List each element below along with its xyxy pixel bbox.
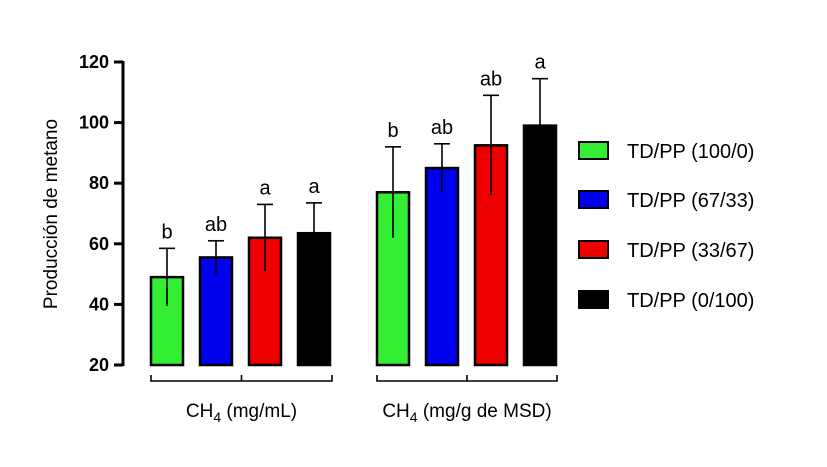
group-label-main: CH: [382, 401, 409, 422]
legend-label: TD/PP (33/67): [627, 240, 754, 262]
bar: [198, 256, 234, 367]
legend-label: TD/PP (0/100): [627, 290, 754, 312]
significance-letter: a: [534, 52, 546, 74]
y-axis: 20 40 60 80 100 120: [79, 52, 125, 375]
legend-label: TD/PP (67/33): [627, 190, 754, 212]
legend-label: TD/PP (100/0): [627, 141, 754, 163]
legend-swatch: [578, 240, 609, 259]
legend-swatch: [578, 141, 609, 160]
y-axis-title: Producción de metano: [41, 119, 62, 309]
significance-letter: ab: [431, 117, 453, 139]
legend-swatch: [578, 190, 609, 209]
group-label-main: CH: [186, 401, 213, 422]
significance-letter: a: [259, 177, 271, 199]
significance-letter: b: [161, 221, 172, 243]
bar: [424, 166, 460, 367]
significance-letter: ab: [205, 214, 227, 236]
significance-letter: ab: [480, 68, 502, 90]
legend-swatch: [578, 290, 609, 309]
group-label-subscript: 4: [410, 409, 418, 425]
y-tick-label: 100: [79, 113, 109, 133]
y-tick-label: 120: [79, 52, 109, 72]
group-label: CH4 (mg/g de MSD): [382, 401, 551, 425]
group-label-unit: (mg/g de MSD): [418, 401, 552, 422]
significance-letter: a: [308, 176, 320, 198]
group-label-unit: (mg/mL): [221, 401, 297, 422]
y-tick-label: 40: [89, 294, 109, 314]
x-axis-groups: CH4 (mg/mL) CH4 (mg/g de MSD): [150, 375, 558, 425]
legend: TD/PP (100/0) TD/PP (67/33) TD/PP (33/67) T…: [578, 141, 754, 312]
y-tick-label: 80: [89, 173, 109, 193]
y-tick-label: 20: [89, 355, 109, 375]
group-label-subscript: 4: [213, 409, 221, 425]
group-label: CH4 (mg/mL): [186, 401, 297, 425]
significance-letter: b: [387, 120, 398, 142]
y-tick-label: 60: [89, 234, 109, 254]
